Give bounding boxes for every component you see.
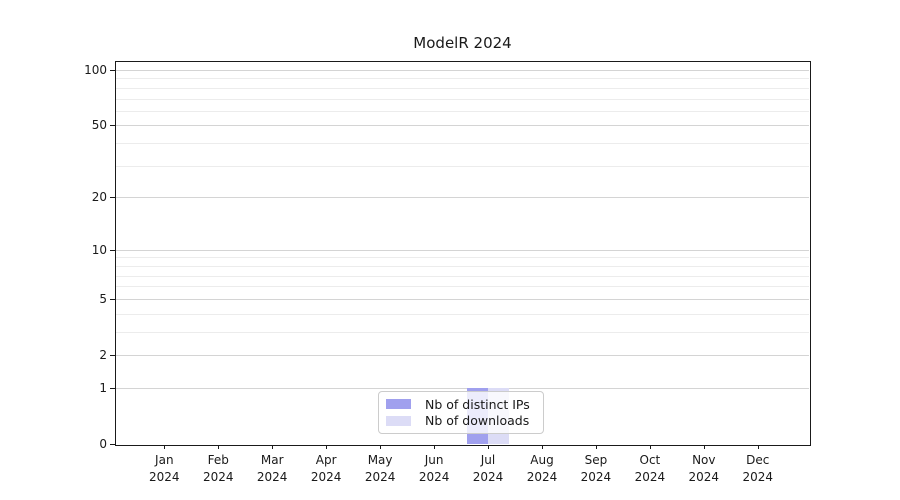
legend-item-distinct-ips: Nb of distinct IPs bbox=[386, 396, 534, 412]
x-axis-tick-mark bbox=[542, 445, 543, 449]
y-axis-tick-label: 10 bbox=[91, 242, 107, 257]
y-gridline-minor bbox=[116, 265, 809, 267]
y-axis-tick-label: 1 bbox=[99, 380, 107, 395]
y-gridline-minor bbox=[116, 78, 809, 80]
y-gridline-minor bbox=[116, 286, 809, 288]
x-axis-tick-mark bbox=[326, 445, 327, 449]
legend-item-downloads: Nb of downloads bbox=[386, 413, 534, 429]
x-axis-tick-mark bbox=[704, 445, 705, 449]
y-axis-tick-label: 50 bbox=[91, 118, 107, 133]
y-axis-tick-label: 100 bbox=[84, 63, 107, 77]
x-axis-tick-mark bbox=[596, 445, 597, 449]
x-axis-tick-label: Jan 2024 bbox=[149, 453, 180, 484]
x-axis-tick-label: Jun 2024 bbox=[418, 453, 450, 484]
y-gridline-major bbox=[116, 197, 809, 199]
x-axis-tick-mark bbox=[434, 445, 435, 449]
legend-swatch-distinct-ips bbox=[386, 399, 411, 410]
y-gridline-minor bbox=[116, 110, 809, 112]
y-gridline-minor bbox=[116, 87, 809, 89]
x-axis-tick-label: Oct 2024 bbox=[634, 453, 666, 484]
y-gridline-minor bbox=[116, 313, 809, 315]
legend-label-downloads: Nb of downloads bbox=[425, 413, 530, 429]
legend-swatch-downloads bbox=[386, 415, 411, 426]
y-gridline-major bbox=[116, 125, 809, 127]
y-axis-tick-label: 5 bbox=[99, 291, 107, 306]
y-axis-tick-mark bbox=[110, 444, 115, 445]
legend-label-distinct-ips: Nb of distinct IPs bbox=[425, 396, 530, 412]
x-axis-tick-mark bbox=[758, 445, 759, 449]
x-axis-tick-label: Apr 2024 bbox=[310, 453, 342, 484]
y-axis-tick-mark bbox=[110, 197, 115, 198]
y-axis-tick-mark bbox=[110, 125, 115, 126]
x-axis-tick-mark bbox=[164, 445, 165, 449]
y-axis-tick-label: 20 bbox=[91, 190, 107, 205]
y-axis-tick-mark bbox=[110, 299, 115, 300]
y-gridline-minor bbox=[116, 275, 809, 277]
x-axis-tick-label: Nov 2024 bbox=[688, 453, 720, 484]
y-gridline-major bbox=[116, 249, 809, 251]
y-gridline-minor bbox=[116, 98, 809, 100]
x-axis-tick-label: Jul 2024 bbox=[472, 453, 504, 484]
y-axis-tick-mark bbox=[110, 70, 115, 71]
x-axis-tick-label: Feb 2024 bbox=[203, 453, 234, 484]
x-axis-tick-label: Aug 2024 bbox=[526, 453, 558, 484]
y-axis-tick-mark bbox=[110, 355, 115, 356]
legend: Nb of distinct IPs Nb of downloads bbox=[378, 391, 544, 434]
y-gridline-major bbox=[116, 355, 809, 356]
x-axis-tick-label: Sep 2024 bbox=[580, 453, 612, 484]
y-gridline-major bbox=[116, 387, 809, 389]
x-axis-tick-mark bbox=[218, 445, 219, 449]
y-axis-tick-label: 2 bbox=[99, 348, 107, 362]
chart-title: ModelR 2024 bbox=[413, 34, 512, 52]
x-axis-tick-label: Mar 2024 bbox=[256, 453, 288, 484]
y-axis-tick-mark bbox=[110, 250, 115, 251]
y-gridline-minor bbox=[116, 257, 809, 259]
y-axis-tick-label: 0 bbox=[99, 437, 107, 451]
x-axis-tick-label: May 2024 bbox=[364, 453, 396, 484]
x-axis-tick-mark bbox=[488, 445, 489, 449]
y-gridline-minor bbox=[116, 143, 809, 145]
x-axis-tick-mark bbox=[380, 445, 381, 449]
x-axis-tick-mark bbox=[272, 445, 273, 449]
x-axis-tick-label: Dec 2024 bbox=[742, 453, 774, 484]
y-gridline-minor bbox=[116, 165, 809, 167]
x-axis-tick-mark bbox=[650, 445, 651, 449]
y-axis-tick-mark bbox=[110, 388, 115, 389]
y-gridline-minor bbox=[116, 331, 809, 333]
y-gridline-major bbox=[116, 70, 809, 71]
y-gridline-major bbox=[116, 298, 809, 300]
